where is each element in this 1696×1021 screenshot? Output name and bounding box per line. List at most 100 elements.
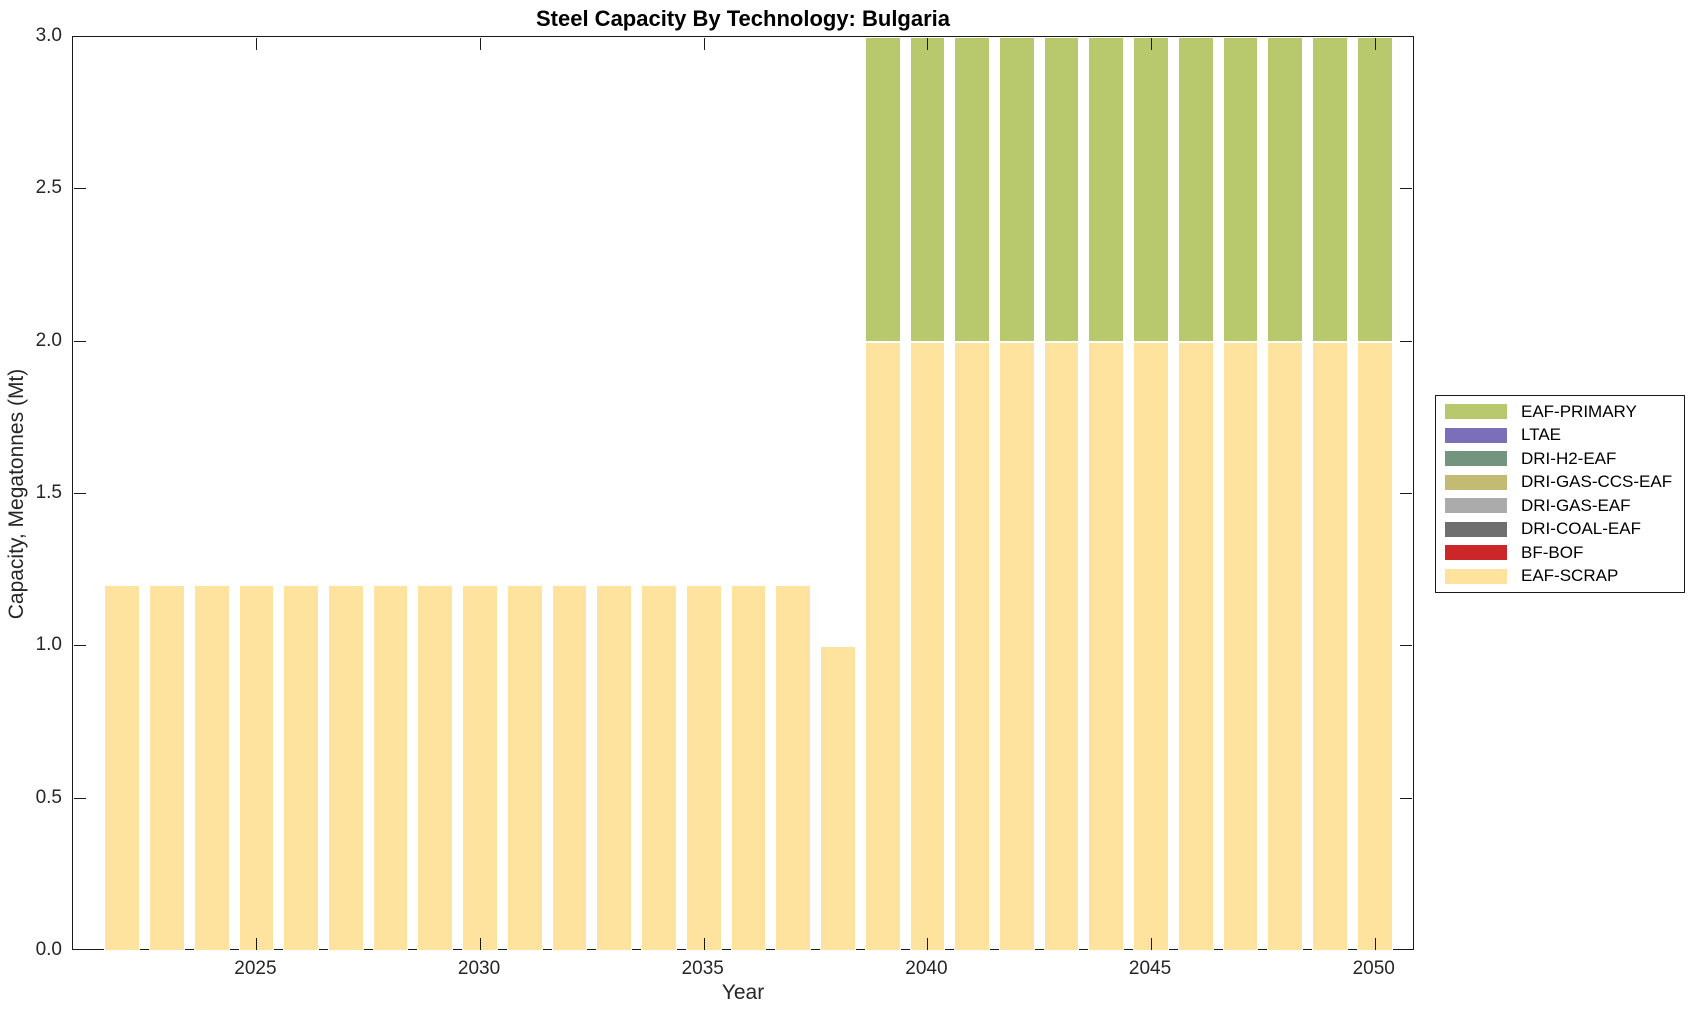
chart-title: Steel Capacity By Technology: Bulgaria (535, 6, 951, 31)
x-tick-label: 2045 (1128, 958, 1172, 979)
legend-label: DRI-COAL-EAF (1521, 519, 1641, 539)
bar-2047-eaf-scrap (1222, 341, 1259, 951)
bar-2028-eaf-scrap (372, 585, 409, 951)
legend-label: DRI-H2-EAF (1521, 448, 1617, 468)
bar-2046-eaf-scrap (1177, 341, 1214, 951)
legend-label: DRI-GAS-EAF (1521, 495, 1631, 515)
bar-2024-eaf-scrap (193, 585, 230, 951)
legend-swatch-icon (1445, 404, 1507, 420)
bar-2038-eaf-scrap (820, 646, 856, 951)
legend-label: EAF-SCRAP (1521, 566, 1619, 586)
bar-2043-eaf-scrap (1043, 341, 1080, 951)
y-tick-left (74, 340, 86, 342)
bar-2022-eaf-scrap (104, 585, 141, 951)
x-tick-top (1374, 38, 1376, 50)
bar-2027-eaf-scrap (327, 585, 364, 951)
legend-row-dri-h2-eaf: DRI-H2-EAF (1445, 449, 1684, 469)
bar-2040-eaf-scrap (909, 341, 946, 951)
bar-2042-eaf-scrap (998, 341, 1035, 951)
bar-2026-eaf-scrap (283, 585, 320, 951)
y-tick-right (1400, 797, 1412, 799)
legend-row-dri-gas-eaf: DRI-GAS-EAF (1445, 496, 1684, 516)
legend: EAF-PRIMARY LTAE DRI-H2-EAF DRI-GAS-CCS-EAF… (1435, 395, 1685, 593)
bar-2045-eaf-primary (1133, 37, 1169, 342)
bar-2037-eaf-scrap (775, 585, 812, 951)
x-tick-label: 2025 (234, 958, 277, 979)
legend-label: BF-BOF (1521, 542, 1584, 562)
x-tick-label: 2030 (457, 958, 501, 979)
legend-row-eaf-primary: EAF-PRIMARY (1445, 402, 1684, 422)
bar-2048-eaf-scrap (1267, 341, 1304, 951)
legend-swatch-icon (1445, 568, 1507, 584)
y-tick-right (1400, 645, 1412, 647)
bar-2039-eaf-primary (864, 37, 901, 342)
y-tick-label: 3.0 (35, 25, 62, 46)
bar-2049-eaf-scrap (1312, 341, 1348, 951)
x-axis-label: Year (721, 981, 765, 1004)
legend-label: DRI-GAS-CCS-EAF (1521, 472, 1673, 492)
y-tick-right (1400, 188, 1412, 190)
bar-2043-eaf-primary (1043, 37, 1080, 342)
x-tick-top (927, 38, 929, 50)
y-tick-right (1400, 36, 1412, 37)
y-tick-label: 0.0 (35, 939, 62, 960)
bar-2044-eaf-scrap (1088, 341, 1125, 951)
y-tick-label: 1.0 (35, 634, 62, 656)
bar-2035-eaf-scrap (685, 585, 722, 951)
plot-area (72, 36, 1414, 951)
bar-2048-eaf-primary (1267, 37, 1304, 342)
legend-swatch-icon (1445, 451, 1507, 467)
x-tick-bottom (1151, 938, 1153, 950)
x-tick-label: 2035 (681, 958, 724, 979)
x-tick-bottom (480, 938, 482, 950)
bar-2050-eaf-scrap (1356, 341, 1393, 951)
legend-label: EAF-PRIMARY (1521, 401, 1637, 421)
x-tick-bottom (703, 938, 705, 950)
x-tick-top (1151, 38, 1153, 50)
y-tick-left (74, 645, 86, 647)
y-tick-left (74, 797, 86, 799)
x-tick-top (480, 38, 482, 50)
legend-row-bf-bof: BF-BOF (1445, 543, 1684, 563)
bar-2040-eaf-primary (909, 37, 946, 342)
x-tick-top (256, 38, 258, 50)
legend-label: LTAE (1521, 425, 1561, 445)
y-tick-right (1400, 340, 1412, 342)
bar-2034-eaf-scrap (641, 585, 677, 951)
x-tick-label: 2050 (1352, 958, 1395, 979)
bar-2036-eaf-scrap (730, 585, 767, 951)
legend-row-eaf-scrap: EAF-SCRAP (1445, 566, 1684, 586)
legend-swatch-icon (1445, 498, 1507, 514)
x-tick-bottom (1374, 938, 1376, 950)
y-tick-left (74, 949, 86, 950)
legend-swatch-icon (1445, 545, 1507, 561)
bar-2032-eaf-scrap (551, 585, 588, 951)
legend-swatch-icon (1445, 474, 1507, 490)
bar-2049-eaf-primary (1312, 37, 1348, 342)
y-tick-left (74, 36, 86, 37)
bar-2046-eaf-primary (1177, 37, 1214, 342)
bar-2029-eaf-scrap (417, 585, 454, 951)
bar-2044-eaf-primary (1088, 37, 1125, 342)
y-tick-left (74, 188, 86, 190)
bar-2045-eaf-scrap (1133, 341, 1169, 951)
x-tick-top (703, 38, 705, 50)
legend-row-dri-coal-eaf: DRI-COAL-EAF (1445, 519, 1684, 539)
x-tick-bottom (927, 938, 929, 950)
bar-2023-eaf-scrap (149, 585, 185, 951)
y-tick-left (74, 493, 86, 494)
y-tick-label: 0.5 (35, 786, 62, 808)
y-tick-label: 2.5 (35, 177, 62, 199)
legend-swatch-icon (1445, 521, 1507, 537)
bar-2033-eaf-scrap (596, 585, 633, 951)
legend-row-ltae: LTAE (1445, 425, 1684, 445)
legend-swatch-icon (1445, 427, 1507, 443)
bar-2042-eaf-primary (998, 37, 1035, 342)
y-tick-label: 1.5 (35, 482, 62, 503)
legend-row-dri-gas-ccs-eaf: DRI-GAS-CCS-EAF (1445, 472, 1684, 492)
y-tick-right (1400, 949, 1412, 950)
bar-2041-eaf-primary (954, 37, 991, 342)
bar-2031-eaf-scrap (506, 585, 543, 951)
bar-2050-eaf-primary (1356, 37, 1393, 342)
